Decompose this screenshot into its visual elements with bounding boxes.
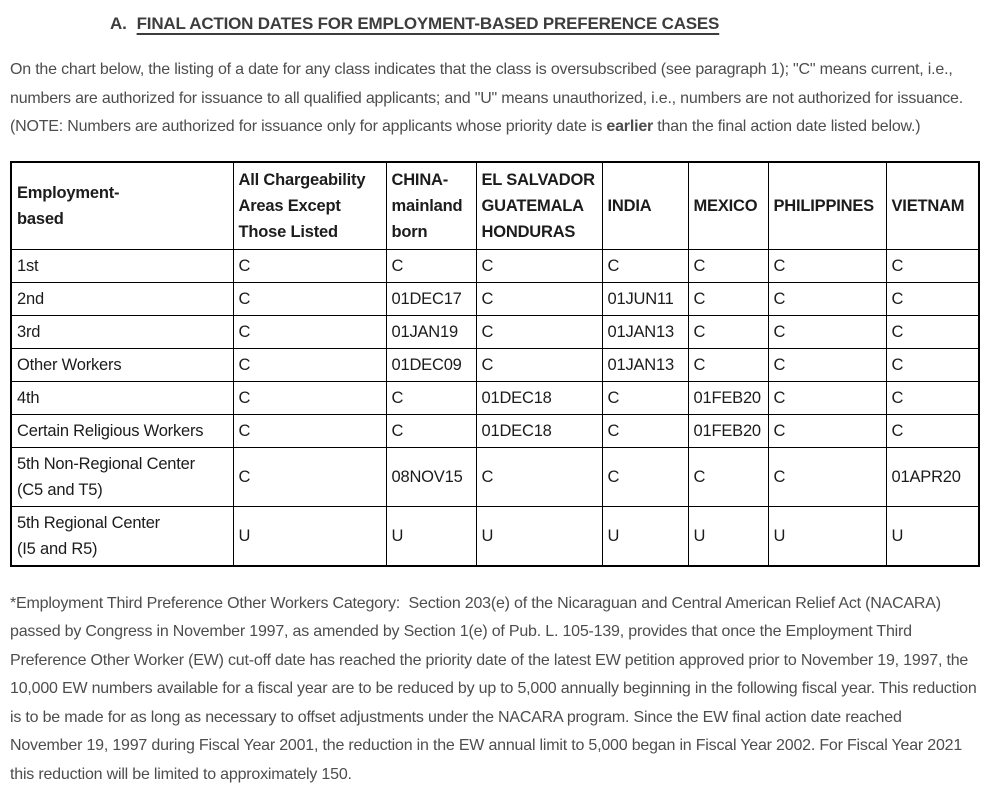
col-header-mexico: MEXICO bbox=[687, 161, 769, 250]
table-cell: C bbox=[885, 314, 980, 349]
intro-text-before: On the chart below, the listing of a dat… bbox=[10, 61, 968, 135]
table-cell: C bbox=[232, 281, 387, 316]
table-row-certain-religious-workers: Certain Religious Workers C C 01DEC18 C … bbox=[10, 413, 980, 448]
col-header-vietnam: VIETNAM bbox=[885, 161, 980, 250]
table-cell: C bbox=[885, 248, 980, 283]
col-header-employment-based: Employment- based bbox=[10, 161, 234, 250]
table-cell: 01DEC17 bbox=[385, 281, 477, 316]
table-cell: C bbox=[232, 446, 387, 507]
table-cell: C bbox=[885, 380, 980, 415]
intro-text-after: than the final action date listed below.… bbox=[653, 118, 921, 135]
table-cell: C bbox=[767, 380, 887, 415]
page-title-text: FINAL ACTION DATES FOR EMPLOYMENT-BASED … bbox=[136, 14, 720, 33]
table-cell: C bbox=[475, 281, 603, 316]
table-row-eb5-regional: 5th Regional Center (I5 and R5) U U U U … bbox=[10, 505, 980, 566]
table-cell: C bbox=[687, 314, 769, 349]
table-cell: 01FEB20 bbox=[687, 413, 769, 448]
footnote-paragraph: *Employment Third Preference Other Worke… bbox=[10, 594, 981, 783]
table-cell: 01DEC09 bbox=[385, 347, 477, 382]
table-row-eb1: 1st C C C C C C C bbox=[10, 248, 980, 283]
row-header: 2nd bbox=[10, 281, 234, 316]
table-cell: 01APR20 bbox=[885, 446, 980, 507]
row-header: Other Workers bbox=[10, 347, 234, 382]
table-cell: U bbox=[232, 505, 387, 566]
col-header-all-chargeability: All Chargeability Areas Except Those Lis… bbox=[232, 161, 387, 250]
col-header-china: CHINA- mainland born bbox=[385, 161, 477, 250]
table-cell: U bbox=[385, 505, 477, 566]
table-cell: C bbox=[767, 446, 887, 507]
table-cell: 01JAN19 bbox=[385, 314, 477, 349]
table-cell: C bbox=[687, 281, 769, 316]
table-cell: C bbox=[687, 347, 769, 382]
table-cell: C bbox=[475, 446, 603, 507]
table-cell: C bbox=[885, 413, 980, 448]
table-cell: 01JAN13 bbox=[601, 314, 689, 349]
row-header: 4th bbox=[10, 380, 234, 415]
table-row-eb2: 2nd C 01DEC17 C 01JUN11 C C C bbox=[10, 281, 980, 316]
table-cell: C bbox=[385, 380, 477, 415]
col-header-philippines: PHILIPPINES bbox=[767, 161, 887, 250]
table-cell: C bbox=[885, 347, 980, 382]
table-cell: C bbox=[767, 248, 887, 283]
table-cell: C bbox=[687, 248, 769, 283]
table-cell: U bbox=[687, 505, 769, 566]
table-cell: C bbox=[232, 248, 387, 283]
table-cell: 08NOV15 bbox=[385, 446, 477, 507]
col-header-el-salvador-guatemala-honduras: EL SALVADOR GUATEMALA HONDURAS bbox=[475, 161, 603, 250]
row-header: Certain Religious Workers bbox=[10, 413, 234, 448]
table-cell: C bbox=[475, 314, 603, 349]
table-cell: U bbox=[767, 505, 887, 566]
row-header: 5th Regional Center (I5 and R5) bbox=[10, 505, 234, 566]
table-cell: C bbox=[767, 314, 887, 349]
row-header: 3rd bbox=[10, 314, 234, 349]
page-title-prefix: A. bbox=[110, 14, 127, 33]
table-cell: C bbox=[232, 413, 387, 448]
row-header: 5th Non-Regional Center (C5 and T5) bbox=[10, 446, 234, 507]
table-cell: C bbox=[767, 413, 887, 448]
table-cell: C bbox=[601, 413, 689, 448]
table-cell: C bbox=[767, 281, 887, 316]
intro-bold-word: earlier bbox=[606, 118, 654, 135]
table-cell: C bbox=[475, 248, 603, 283]
table-cell: C bbox=[232, 314, 387, 349]
table-cell: C bbox=[687, 446, 769, 507]
table-cell: C bbox=[601, 446, 689, 507]
table-cell: C bbox=[232, 380, 387, 415]
table-cell: C bbox=[601, 380, 689, 415]
table-row-eb5-non-regional: 5th Non-Regional Center (C5 and T5) C 08… bbox=[10, 446, 980, 507]
final-action-dates-table: Employment- based All Chargeability Area… bbox=[10, 160, 980, 567]
table-cell: U bbox=[475, 505, 603, 566]
table-cell: 01DEC18 bbox=[475, 413, 603, 448]
table-cell: C bbox=[385, 413, 477, 448]
table-header-row: Employment- based All Chargeability Area… bbox=[10, 161, 980, 250]
table-row-other-workers: Other Workers C 01DEC09 C 01JAN13 C C C bbox=[10, 347, 980, 382]
table-row-eb3: 3rd C 01JAN19 C 01JAN13 C C C bbox=[10, 314, 980, 349]
table-cell: 01DEC18 bbox=[475, 380, 603, 415]
table-cell: U bbox=[885, 505, 980, 566]
table-cell: C bbox=[232, 347, 387, 382]
col-header-india: INDIA bbox=[601, 161, 689, 250]
table-cell: C bbox=[385, 248, 477, 283]
table-cell: 01JUN11 bbox=[601, 281, 689, 316]
table-cell: 01FEB20 bbox=[687, 380, 769, 415]
intro-paragraph: On the chart below, the listing of a dat… bbox=[10, 56, 978, 142]
row-header: 1st bbox=[10, 248, 234, 283]
table-cell: C bbox=[601, 248, 689, 283]
table-cell: C bbox=[767, 347, 887, 382]
table-row-eb4: 4th C C 01DEC18 C 01FEB20 C C bbox=[10, 380, 980, 415]
table-cell: C bbox=[885, 281, 980, 316]
page-title: A. FINAL ACTION DATES FOR EMPLOYMENT-BASE… bbox=[110, 14, 980, 34]
table-cell: 01JAN13 bbox=[601, 347, 689, 382]
table-cell: C bbox=[475, 347, 603, 382]
table-cell: U bbox=[601, 505, 689, 566]
